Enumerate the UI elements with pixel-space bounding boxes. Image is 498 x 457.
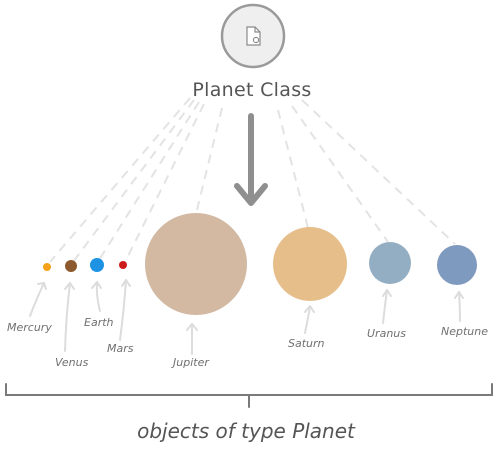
connector-jupiter (196, 108, 222, 214)
grouping-bracket (6, 384, 492, 407)
label-mars: Mars (107, 342, 134, 355)
pointer-venus (65, 283, 70, 351)
label-mercury: Mercury (7, 321, 52, 334)
pointer-mars (120, 280, 126, 340)
planet-neptune[interactable] (437, 245, 477, 285)
label-earth: Earth (84, 316, 114, 329)
label-uranus: Uranus (367, 327, 406, 340)
connector-neptune (302, 100, 455, 244)
planet-jupiter[interactable] (145, 213, 247, 315)
caption-text: objects of type Planet (137, 419, 356, 443)
class-title: Planet Class (192, 79, 311, 101)
planet-uranus[interactable] (369, 242, 411, 284)
planet-venus[interactable] (65, 260, 77, 272)
pointer-neptune (459, 292, 460, 321)
planet-saturn[interactable] (273, 227, 347, 301)
instantiation-arrow (237, 116, 265, 203)
class-file-icon (247, 27, 260, 45)
label-neptune: Neptune (441, 325, 488, 338)
planet-earth[interactable] (90, 258, 104, 272)
label-venus: Venus (55, 356, 89, 369)
planets (43, 213, 477, 315)
label-saturn: Saturn (288, 337, 325, 350)
planet-labels: Mercury Venus Earth Mars Jupiter Saturn … (7, 316, 488, 369)
class-node[interactable] (222, 5, 284, 67)
pointer-mercury (30, 283, 44, 316)
label-jupiter: Jupiter (171, 356, 210, 369)
planet-mars[interactable] (119, 261, 127, 269)
planet-mercury[interactable] (43, 263, 51, 271)
connector-saturn (278, 110, 308, 228)
